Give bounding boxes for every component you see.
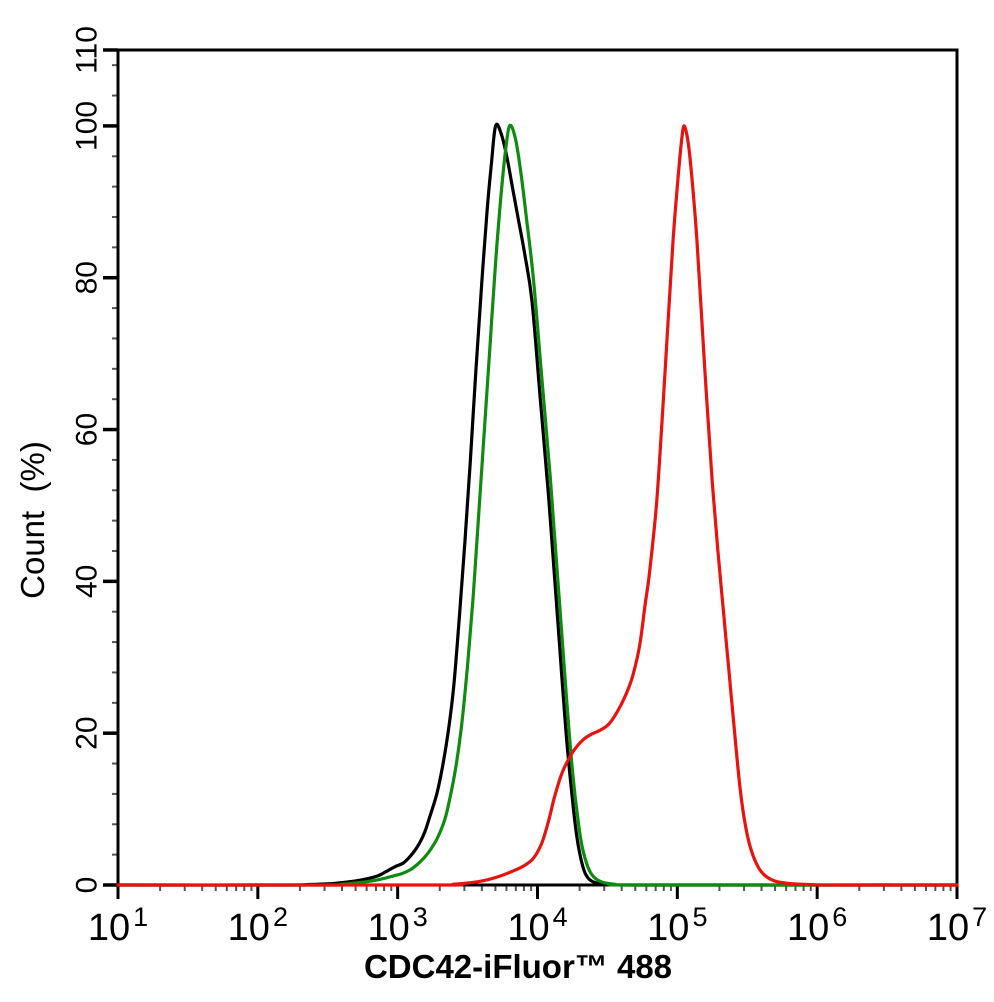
red-curve (116, 124, 959, 887)
black-curve (116, 122, 959, 887)
plot-frame (116, 48, 959, 887)
y-tick-label: 60 (71, 413, 104, 446)
x-tick-label: 10 6 (787, 902, 847, 949)
x-tick-label: 10 7 (927, 902, 987, 949)
x-tick-label: 10 2 (228, 902, 288, 949)
x-axis-title: CDC42-iFluor™ 488 (363, 948, 673, 985)
y-axis-title: Count (%) (14, 441, 51, 599)
y-tick-label: 100 (71, 101, 104, 151)
x-tick-label: 10 5 (647, 902, 707, 949)
x-tick-label: 10 1 (88, 902, 148, 949)
y-tick-label: 40 (71, 565, 104, 598)
y-tick-label: 110 (71, 26, 104, 74)
x-tick-label: 10 3 (368, 902, 428, 949)
y-tick-label: 80 (71, 261, 104, 294)
x-tick-label: 10 4 (507, 902, 567, 949)
green-curve (116, 123, 959, 887)
y-tick-label: 20 (71, 716, 104, 749)
y-tick-label: 0 (71, 877, 104, 894)
